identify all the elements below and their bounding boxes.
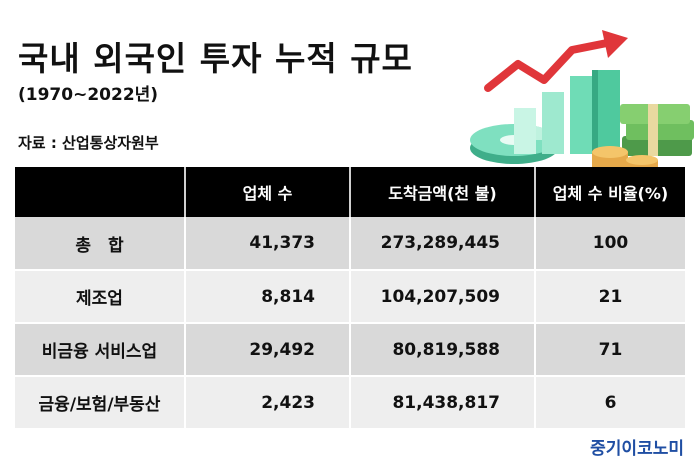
- header-companies: 업체 수: [185, 167, 351, 217]
- period-subtitle: (1970~2022년): [18, 85, 159, 105]
- row-label: 금융/보험/부동산: [15, 376, 186, 430]
- row-companies: 8,814: [185, 270, 351, 324]
- row-ratio: 71: [535, 323, 685, 377]
- header-amount: 도착금액(천 불): [350, 167, 536, 217]
- table-row: 금융/보험/부동산 2,423 81,438,817 6: [15, 376, 685, 430]
- row-amount: 80,819,588: [350, 323, 536, 377]
- page-title: 국내 외국인 투자 누적 규모: [18, 39, 413, 78]
- table-row: 제조업 8,814 104,207,509 21: [15, 270, 685, 324]
- row-label: 총 합: [15, 217, 186, 271]
- table-row: 총 합 41,373 273,289,445 100: [15, 217, 685, 271]
- table-row: 비금융 서비스업 29,492 80,819,588 71: [15, 323, 685, 377]
- row-amount: 104,207,509: [350, 270, 536, 324]
- brand-logo: 중기이코노미: [590, 439, 684, 459]
- growth-chart-with-money-icon: [470, 30, 694, 175]
- row-amount: 273,289,445: [350, 217, 536, 271]
- header-ratio: 업체 수 비율(%): [535, 167, 685, 217]
- money-stack-icon: [620, 104, 694, 156]
- row-companies: 2,423: [185, 376, 351, 430]
- source-note: 자료 : 산업통상자원부: [18, 134, 159, 152]
- investment-table: 업체 수 도착금액(천 불) 업체 수 비율(%) 총 합 41,373 273…: [15, 167, 685, 430]
- row-amount: 81,438,817: [350, 376, 536, 430]
- row-label: 제조업: [15, 270, 186, 324]
- bar-chart-icon: [514, 70, 620, 154]
- table-header-row: 업체 수 도착금액(천 불) 업체 수 비율(%): [15, 167, 685, 217]
- header-category: [15, 167, 186, 217]
- row-companies: 29,492: [185, 323, 351, 377]
- row-ratio: 100: [535, 217, 685, 271]
- trend-arrow-icon: [484, 30, 628, 92]
- row-label: 비금융 서비스업: [15, 323, 186, 377]
- row-companies: 41,373: [185, 217, 351, 271]
- row-ratio: 6: [535, 376, 685, 430]
- row-ratio: 21: [535, 270, 685, 324]
